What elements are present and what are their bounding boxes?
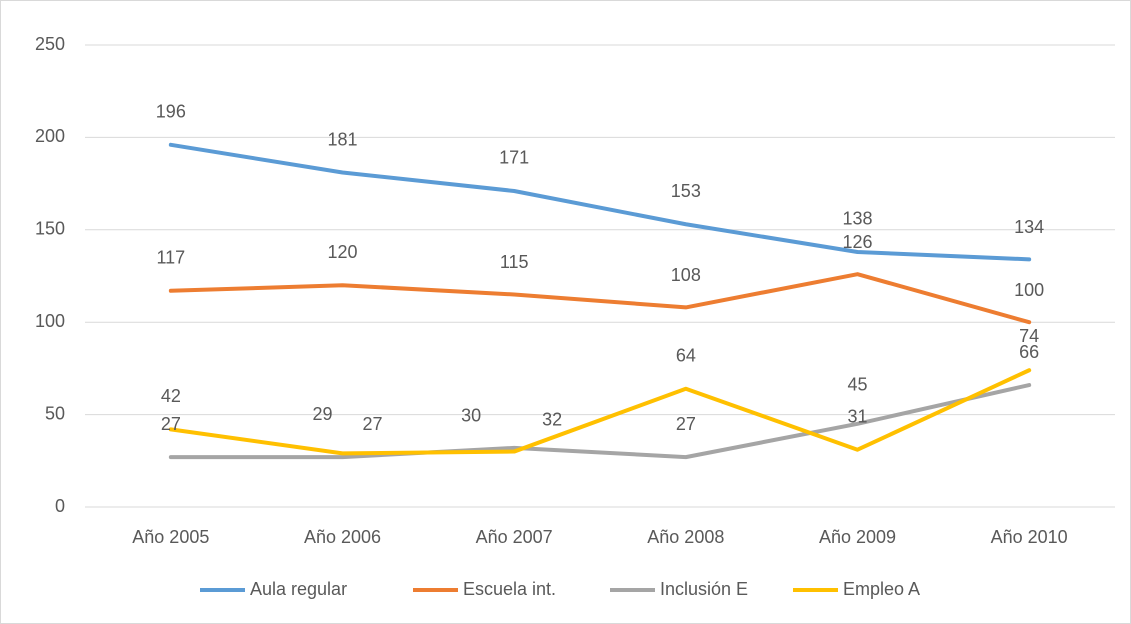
data-label: 134 bbox=[1014, 217, 1044, 237]
x-tick-label: Año 2006 bbox=[304, 527, 381, 547]
y-tick-label: 100 bbox=[35, 311, 65, 331]
series-line bbox=[168, 272, 1032, 325]
data-label: 29 bbox=[312, 404, 332, 424]
data-label: 32 bbox=[542, 410, 562, 430]
data-label: 126 bbox=[842, 232, 872, 252]
x-tick-label: Año 2005 bbox=[132, 527, 209, 547]
series-line bbox=[168, 142, 1032, 262]
x-tick-label: Año 2008 bbox=[647, 527, 724, 547]
data-label: 74 bbox=[1019, 326, 1039, 346]
data-label: 196 bbox=[156, 102, 186, 122]
legend-label: Aula regular bbox=[250, 579, 347, 599]
y-tick-label: 0 bbox=[55, 496, 65, 516]
x-tick-label: Año 2007 bbox=[476, 527, 553, 547]
x-tick-label: Año 2009 bbox=[819, 527, 896, 547]
data-label: 31 bbox=[847, 406, 867, 426]
legend-label: Escuela int. bbox=[463, 579, 556, 599]
data-label: 66 bbox=[1019, 342, 1039, 362]
data-label: 153 bbox=[671, 181, 701, 201]
data-label: 100 bbox=[1014, 280, 1044, 300]
data-label: 120 bbox=[327, 242, 357, 262]
data-label: 171 bbox=[499, 148, 529, 168]
data-label: 138 bbox=[842, 209, 872, 229]
data-label: 115 bbox=[500, 252, 529, 272]
y-tick-label: 250 bbox=[35, 34, 65, 54]
data-label: 45 bbox=[847, 375, 867, 395]
data-label: 42 bbox=[161, 386, 181, 406]
x-tick-label: Año 2010 bbox=[991, 527, 1068, 547]
y-tick-label: 200 bbox=[35, 126, 65, 146]
data-label: 64 bbox=[676, 345, 696, 365]
data-label: 181 bbox=[327, 129, 357, 149]
data-label: 30 bbox=[461, 405, 481, 425]
data-label: 27 bbox=[362, 414, 382, 434]
y-tick-label: 50 bbox=[45, 403, 65, 423]
data-label: 108 bbox=[671, 265, 701, 285]
data-label: 27 bbox=[676, 414, 696, 434]
series-line bbox=[168, 383, 1032, 460]
data-label: 117 bbox=[156, 248, 185, 268]
series-line bbox=[168, 368, 1032, 456]
legend-label: Inclusión E bbox=[660, 579, 748, 599]
y-tick-label: 150 bbox=[35, 219, 65, 239]
data-label: 27 bbox=[161, 414, 181, 434]
legend-label: Empleo A bbox=[843, 579, 920, 599]
